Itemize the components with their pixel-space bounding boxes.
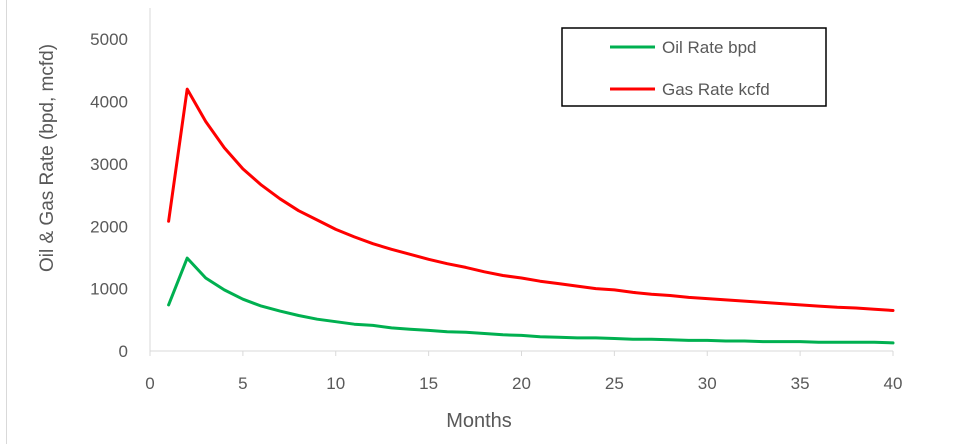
x-tick-label: 5 <box>238 374 247 393</box>
oil-rate-line <box>167 256 895 345</box>
left-frame-border <box>0 0 7 444</box>
y-tick-label: 3000 <box>90 155 128 174</box>
x-tick-label: 15 <box>419 374 438 393</box>
x-tick-label: 20 <box>512 374 531 393</box>
y-tick-label: 0 <box>119 342 128 361</box>
y-tick-label: 5000 <box>90 30 128 49</box>
x-axis-title: Months <box>446 410 512 432</box>
y-tick-label: 4000 <box>90 93 128 112</box>
x-tick-label: 40 <box>884 374 903 393</box>
series-layer <box>167 87 895 345</box>
y-tick-label: 1000 <box>90 280 128 299</box>
legend-label-gas: Gas Rate kcfd <box>662 80 770 99</box>
y-tick-label: 2000 <box>90 217 128 236</box>
x-tick-label: 30 <box>698 374 717 393</box>
x-tick-label: 35 <box>791 374 810 393</box>
legend-label-oil: Oil Rate bpd <box>662 38 757 57</box>
x-tick-label: 10 <box>326 374 345 393</box>
gas-rate-line <box>167 87 895 312</box>
y-axis-title: Oil & Gas Rate (bpd, mcfd) <box>37 44 58 272</box>
x-tick-label: 0 <box>145 374 154 393</box>
legend: Oil Rate bpd Gas Rate kcfd <box>561 27 827 107</box>
legend-box <box>561 27 827 107</box>
x-tick-label: 25 <box>605 374 624 393</box>
axes-layer: 0 1000 2000 3000 4000 5000 0 5 10 15 20 25 30 35 40 <box>90 8 902 393</box>
